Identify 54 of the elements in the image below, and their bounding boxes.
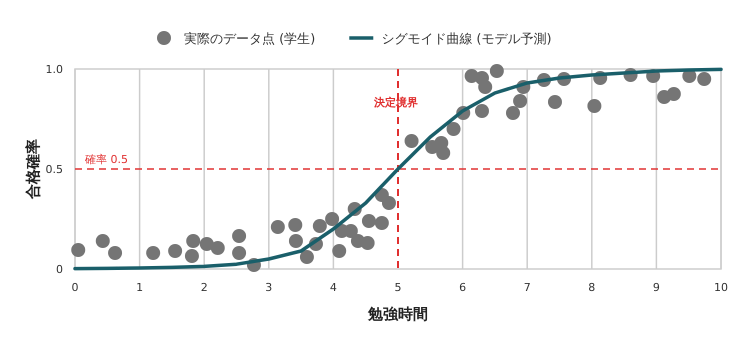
x-tick-label: 9 bbox=[652, 281, 660, 294]
x-tick-label: 3 bbox=[265, 281, 272, 294]
point bbox=[186, 234, 200, 248]
point bbox=[325, 212, 340, 226]
point bbox=[513, 94, 528, 108]
point bbox=[210, 241, 225, 255]
y-axis-title: 合格確率 bbox=[24, 139, 42, 200]
x-axis-title: 勉強時間 bbox=[367, 305, 428, 323]
x-tick-label: 5 bbox=[394, 281, 402, 294]
point bbox=[270, 220, 285, 234]
point bbox=[697, 72, 712, 86]
point bbox=[288, 218, 302, 232]
point bbox=[436, 146, 450, 160]
point bbox=[374, 216, 389, 230]
x-tick-label: 7 bbox=[524, 281, 531, 294]
y-tick-label: 0 bbox=[56, 263, 63, 276]
point bbox=[108, 246, 122, 260]
point bbox=[587, 99, 602, 113]
point bbox=[300, 250, 314, 264]
point bbox=[288, 234, 303, 248]
point bbox=[548, 95, 562, 109]
y-tick-label: 1.0 bbox=[46, 63, 63, 76]
x-tick-label: 0 bbox=[72, 281, 78, 294]
x-tick-label: 10 bbox=[714, 281, 728, 294]
point bbox=[478, 80, 492, 94]
point bbox=[446, 122, 461, 136]
legend-label: 実際のデータ点 (学生) bbox=[184, 31, 316, 47]
point bbox=[490, 64, 504, 78]
point bbox=[184, 249, 199, 263]
point bbox=[96, 234, 110, 248]
legend-label: シグモイド曲線 (モデル予測) bbox=[381, 32, 552, 47]
point bbox=[404, 134, 419, 148]
point bbox=[168, 244, 182, 258]
x-tick-label: 2 bbox=[200, 281, 208, 294]
point bbox=[200, 237, 214, 251]
ref-line-label: 確率 0.5 bbox=[84, 153, 128, 166]
point bbox=[146, 246, 160, 260]
point bbox=[506, 106, 520, 120]
y-tick-label: 0.5 bbox=[46, 163, 63, 176]
x-tick-label: 8 bbox=[588, 281, 596, 294]
point bbox=[312, 219, 327, 233]
point bbox=[232, 246, 246, 260]
point bbox=[332, 244, 346, 258]
x-tick-label: 1 bbox=[136, 281, 144, 294]
point bbox=[382, 196, 396, 210]
point bbox=[232, 229, 246, 243]
point bbox=[360, 236, 375, 250]
point bbox=[71, 243, 86, 257]
line-series bbox=[73, 68, 723, 270]
x-tick-label: 6 bbox=[459, 281, 466, 294]
point bbox=[362, 214, 376, 228]
point bbox=[474, 104, 489, 118]
x-tick-label: 4 bbox=[330, 281, 337, 294]
point bbox=[666, 87, 681, 101]
